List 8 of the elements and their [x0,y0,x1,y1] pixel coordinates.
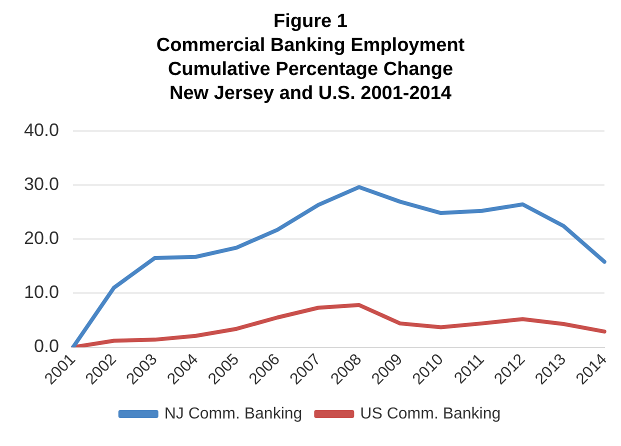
y-tick-label: 0.0 [34,336,60,356]
y-tick-label: 20.0 [24,228,60,248]
y-tick-label: 30.0 [24,174,60,194]
y-tick-label: 40.0 [24,120,60,140]
chart-title: Figure 1 Commercial Banking Employment Cumulative Percentage Change New Jersey and U.S. 2001-2014 [155,10,466,106]
y-tick-label: 10.0 [24,282,60,302]
legend-label: US Comm. Banking [360,405,501,422]
legend-label: NJ Comm. Banking [164,405,302,422]
